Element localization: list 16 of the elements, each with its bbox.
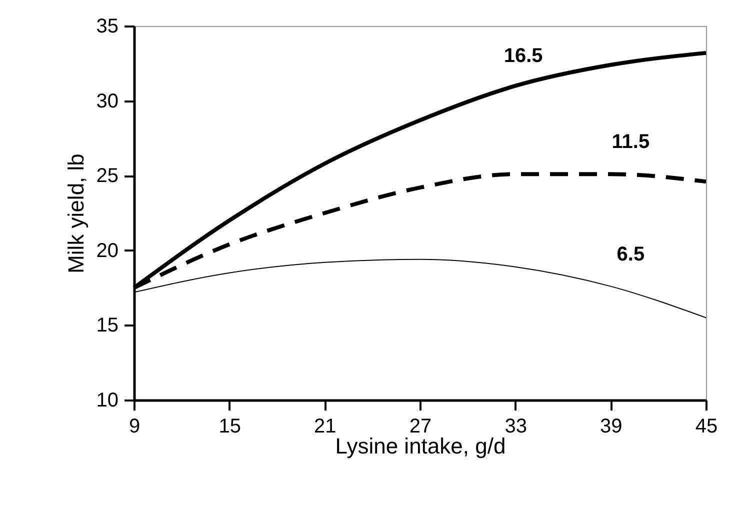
y-axis-title: Milk yield, lb: [63, 154, 88, 274]
y-tick-label: 15: [96, 314, 118, 337]
series-label: 16.5: [504, 44, 543, 67]
y-tick-label: 35: [96, 16, 118, 38]
x-tick-label: 45: [695, 416, 718, 438]
y-tick-label: 30: [96, 90, 118, 112]
x-tick-label: 21: [314, 416, 336, 438]
series-label: 11.5: [612, 131, 650, 154]
y-tick-label: 10: [96, 390, 118, 412]
x-tick-label: 39: [600, 416, 622, 438]
x-tick-label: 9: [128, 416, 140, 438]
y-tick-label: 25: [96, 165, 118, 188]
series-label: 6.5: [616, 243, 645, 266]
x-tick-label: 15: [218, 416, 241, 438]
x-tick-label: 33: [504, 416, 527, 438]
y-tick-label: 20: [96, 240, 118, 262]
